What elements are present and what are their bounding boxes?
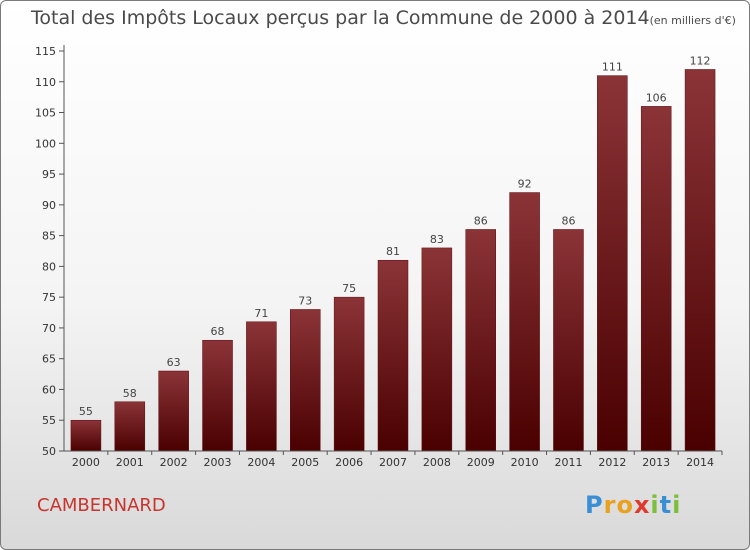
- x-tick-label: 2011: [554, 456, 582, 469]
- data-label-2001: 58: [123, 387, 137, 400]
- bar-2006: [333, 296, 365, 452]
- bar-2005: [290, 309, 321, 452]
- bar-2011: [553, 229, 584, 452]
- data-label-2013: 106: [646, 91, 667, 104]
- y-tick-label: 95: [42, 168, 56, 181]
- brand-letter: t: [659, 491, 673, 519]
- y-tick-label: 105: [35, 107, 56, 120]
- x-tick-label: 2003: [204, 456, 232, 469]
- data-label-2009: 86: [474, 214, 488, 227]
- bar-2008: [421, 247, 453, 452]
- bar-2002: [158, 370, 189, 452]
- y-tick-label: 65: [42, 353, 56, 366]
- bar-2014: [684, 69, 716, 452]
- x-tick-label: 2004: [247, 456, 275, 469]
- y-tick-label: 85: [42, 230, 56, 243]
- y-tick-label: 90: [42, 199, 56, 212]
- y-tick-label: 75: [42, 291, 56, 304]
- y-tick-label: 100: [35, 137, 56, 150]
- brand-letter: x: [633, 491, 651, 519]
- y-tick-label: 80: [42, 260, 56, 273]
- bar-2003: [202, 339, 233, 452]
- title-main: Total des Impôts Locaux perçus par la Co…: [31, 7, 650, 29]
- data-label-2006: 75: [342, 282, 356, 295]
- x-tick-label: 2000: [72, 456, 100, 469]
- x-tick-label: 2010: [511, 456, 539, 469]
- brand-letter: r: [603, 491, 617, 519]
- x-tick-label: 2013: [642, 456, 670, 469]
- x-tick-label: 2006: [335, 456, 363, 469]
- bar-2007: [377, 259, 409, 452]
- brand-letter: o: [616, 491, 634, 519]
- x-tick-label: 2012: [598, 456, 626, 469]
- data-labels: 55 58 63 68 71 73 75 81 83 86 92 86 111 106 112: [79, 54, 711, 418]
- x-tick-label: 2008: [423, 456, 451, 469]
- y-tick-label: 110: [35, 76, 56, 89]
- y-tick-label: 60: [42, 383, 56, 396]
- data-label-2012: 111: [602, 61, 623, 74]
- x-tick-label: 2001: [116, 456, 144, 469]
- brand-letter: i: [672, 491, 682, 519]
- data-label-2007: 81: [386, 245, 400, 258]
- bar-2009: [465, 229, 496, 452]
- title-unit: (en milliers d'€): [649, 14, 736, 27]
- y-tick-label: 70: [42, 322, 56, 335]
- data-label-2005: 73: [298, 294, 312, 307]
- chart-title: Total des Impôts Locaux perçus par la Co…: [31, 7, 736, 29]
- y-tick-label: 50: [42, 445, 56, 458]
- bar-2004: [246, 321, 277, 452]
- data-label-2011: 86: [561, 214, 575, 227]
- bars: [70, 69, 716, 452]
- bar-2001: [114, 401, 146, 452]
- data-label-2002: 63: [167, 356, 181, 369]
- bar-2012: [597, 75, 628, 452]
- x-tick-label: 2007: [379, 456, 407, 469]
- commune-name: CAMBERNARD: [37, 495, 166, 516]
- y-axis: 50 55 60 65 70 75 80 85 90 95 100 105 110 115: [35, 45, 65, 458]
- x-tick-label: 2009: [467, 456, 495, 469]
- bar-2013: [640, 106, 672, 452]
- bar-2010: [509, 192, 540, 452]
- brand-logo: Proxiti: [585, 491, 681, 519]
- data-label-2000: 55: [79, 405, 93, 418]
- x-axis: 2000 2001 2002 2003 2004 2005 2006 2007 2008 2009…: [64, 450, 723, 469]
- data-label-2004: 71: [254, 307, 268, 320]
- brand-letter: P: [585, 491, 604, 519]
- data-label-2003: 68: [211, 325, 225, 338]
- y-tick-label: 55: [42, 414, 56, 427]
- data-label-2008: 83: [430, 233, 444, 246]
- data-label-2010: 92: [518, 178, 532, 191]
- x-tick-label: 2002: [160, 456, 188, 469]
- y-tick-label: 115: [35, 45, 56, 58]
- x-tick-label: 2005: [291, 456, 319, 469]
- data-label-2014: 112: [690, 54, 711, 67]
- x-tick-label: 2014: [686, 456, 714, 469]
- brand-letter: i: [650, 491, 660, 519]
- bar-2000: [70, 419, 102, 452]
